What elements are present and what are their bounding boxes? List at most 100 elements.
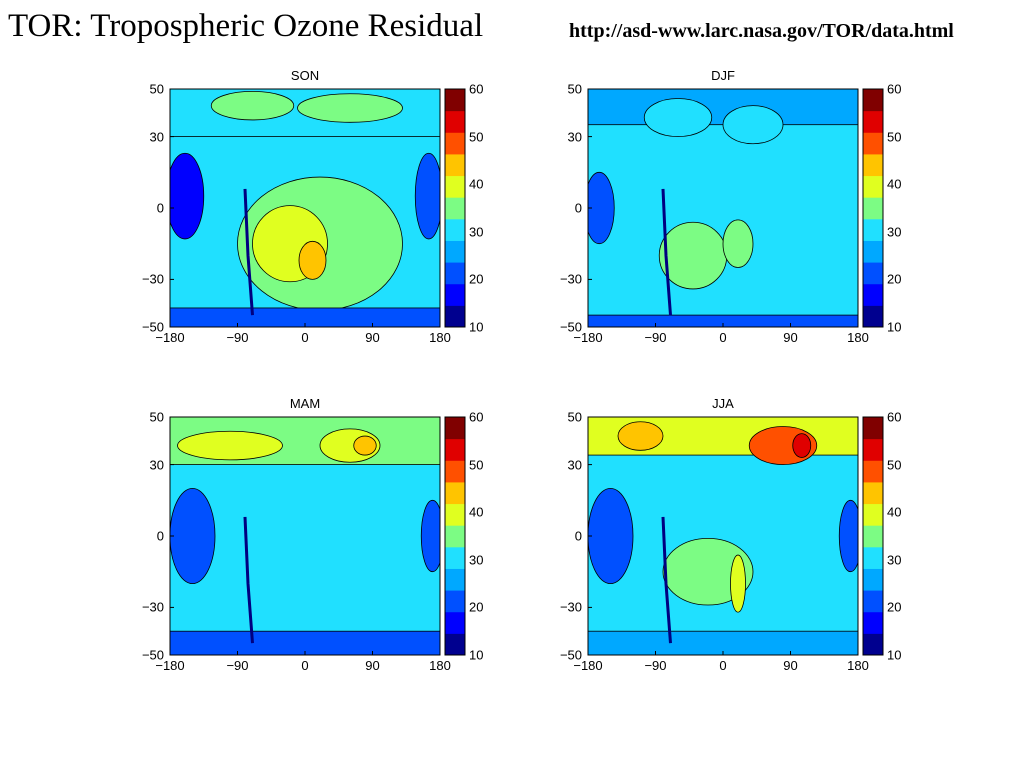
colorbar-segment [445, 262, 465, 285]
colorbar-tick-label: 50 [469, 457, 484, 473]
colorbar-segment [445, 283, 465, 306]
jja-panel: JJA 50 30 0 −30 −50 −180 −90 0 90 180 60 50 40 30 20 10 [548, 390, 988, 690]
djf-panel: DJF 50 30 0 −30 −50 −180 −90 0 90 180 60 50 40 30 20 10 [548, 62, 988, 362]
colorbar-frame [862, 88, 884, 328]
y-tick-label: 0 [156, 528, 164, 544]
field-region [420, 499, 440, 573]
x-tick-label: 0 [301, 658, 309, 673]
andes-streak [661, 516, 672, 644]
x-tick-label: 180 [847, 330, 869, 345]
field-region [722, 219, 754, 268]
y-tick-label: −30 [141, 271, 164, 287]
x-tick-label: 90 [783, 330, 798, 345]
field-region [353, 435, 377, 456]
x-tick-label: 180 [429, 330, 451, 345]
colorbar-segment [445, 89, 465, 112]
colorbar-segment [863, 590, 883, 613]
field-region [297, 93, 403, 123]
colorbar-segment [863, 175, 883, 198]
heatmap-jja [587, 416, 884, 656]
colorbar-segment [863, 262, 883, 285]
colorbar-tick-label: 20 [469, 271, 484, 287]
field-region [792, 433, 812, 458]
colorbar-segment [445, 417, 465, 440]
colorbar-segment [863, 633, 883, 656]
colorbar-tick-label: 40 [469, 176, 484, 192]
colorbar-segment [863, 110, 883, 133]
colorbar-segment [445, 633, 465, 656]
colorbar-segment [445, 438, 465, 461]
x-tick-label: −90 [644, 658, 667, 673]
colorbar-segment [863, 218, 883, 241]
colorbar-segment [863, 197, 883, 220]
x-tick-label: −180 [573, 330, 603, 345]
colorbar-tick-label: 60 [469, 409, 484, 425]
colorbar-frame [444, 416, 466, 656]
y-tick-label: −50 [559, 647, 582, 663]
colorbar-segment [863, 503, 883, 526]
field-layer [588, 89, 858, 327]
colorbar-segment [445, 546, 465, 569]
field-layer [170, 417, 440, 655]
y-tick-label: 50 [567, 409, 582, 425]
x-tick-label: −180 [155, 658, 185, 673]
colorbar-segment [863, 611, 883, 634]
x-tick-label: 0 [719, 658, 727, 673]
colorbar-tick-label: 60 [469, 81, 484, 97]
colorbar-segment [445, 611, 465, 634]
source-url[interactable]: http://asd-www.larc.nasa.gov/TOR/data.ht… [569, 20, 954, 42]
colorbar-segment [445, 481, 465, 505]
colorbar-tick-label: 20 [887, 599, 902, 615]
colorbar-segment [445, 175, 465, 198]
field-region [643, 98, 713, 138]
colorbar-segment [445, 305, 465, 328]
andes-streak [661, 188, 672, 316]
colorbar-segment [445, 197, 465, 220]
field-band [588, 89, 858, 126]
colorbar-segment [863, 481, 883, 505]
colorbar-frame [862, 416, 884, 656]
field-region [588, 171, 615, 245]
panel-title: SON [290, 68, 320, 83]
heatmap-son [169, 88, 466, 328]
field-region [838, 499, 858, 573]
colorbar-tick-label: 20 [469, 599, 484, 615]
y-tick-label: −50 [141, 647, 164, 663]
colorbar-segment [863, 153, 883, 177]
andes-streak [243, 516, 254, 644]
colorbar-segment [863, 525, 883, 548]
colorbar-segment [863, 240, 883, 263]
colorbar-segment [445, 590, 465, 613]
colorbar-segment [445, 132, 465, 155]
colorbar-tick-label: 30 [887, 552, 902, 568]
x-tick-label: −180 [573, 658, 603, 673]
colorbar-tick-label: 30 [469, 552, 484, 568]
field-region [730, 554, 746, 613]
x-tick-label: 90 [365, 330, 380, 345]
field-background [588, 89, 858, 327]
field-band [170, 307, 440, 327]
field-region [414, 152, 440, 240]
colorbar-segment [863, 132, 883, 155]
y-tick-label: 30 [149, 457, 164, 473]
colorbar-segment [445, 503, 465, 526]
colorbar-segment [863, 417, 883, 440]
colorbar-tick-label: 10 [469, 647, 484, 663]
colorbar-segment [863, 89, 883, 112]
colorbar-tick-label: 30 [887, 224, 902, 240]
x-tick-label: 90 [365, 658, 380, 673]
y-tick-label: 0 [574, 200, 582, 216]
colorbar-segment [445, 218, 465, 241]
y-tick-label: −50 [559, 319, 582, 335]
field-region [588, 488, 634, 584]
panel-title: DJF [711, 68, 735, 83]
field-layer [170, 89, 440, 327]
colorbar-tick-label: 10 [469, 319, 484, 335]
panel-title: MAM [289, 396, 321, 411]
field-region [298, 240, 327, 280]
colorbar-segment [445, 460, 465, 483]
y-tick-label: −30 [141, 599, 164, 615]
colorbar-tick-label: 60 [887, 81, 902, 97]
x-tick-label: −180 [155, 330, 185, 345]
y-tick-label: −30 [559, 271, 582, 287]
